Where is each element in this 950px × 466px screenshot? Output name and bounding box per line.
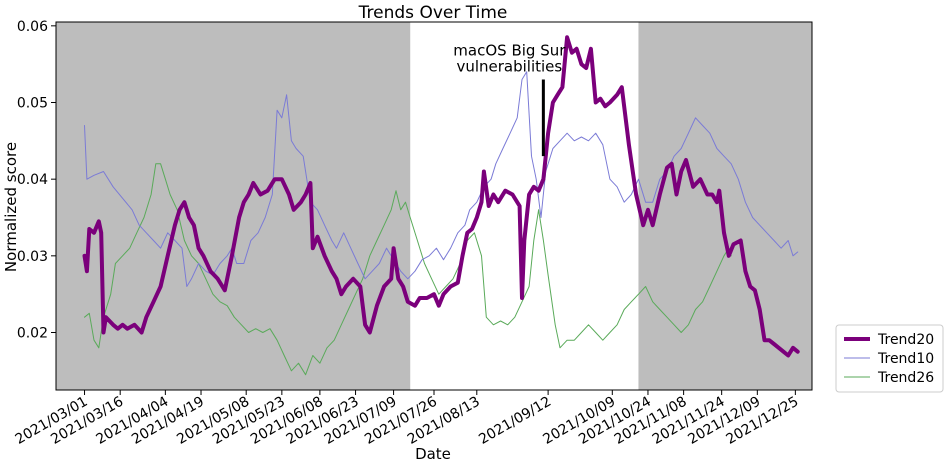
legend-label-trend20: Trend20 <box>877 332 934 348</box>
annotation: macOS Big Sur vulnerabilities <box>453 42 566 157</box>
legend-label-trend10: Trend10 <box>877 351 934 367</box>
chart-title: Trends Over Time <box>358 3 508 23</box>
y-axis-title: Normalized score <box>2 142 20 272</box>
x-axis-title: Date <box>415 445 451 463</box>
y-tick-label: 0.02 <box>17 326 48 342</box>
x-tick-label: 2021/09/12 <box>476 394 554 448</box>
legend-box <box>835 324 944 393</box>
shaded-regions <box>56 22 812 390</box>
legend-label-trend26: Trend26 <box>877 370 934 386</box>
annotation-label-line: macOS Big Sur <box>453 42 566 60</box>
y-tick-label: 0.06 <box>17 19 48 35</box>
y-tick-label: 0.03 <box>17 249 48 265</box>
series-line-trend20 <box>82 35 800 358</box>
legend: Trend20 Trend10 Trend26 <box>835 324 944 393</box>
y-axis: 0.02 0.03 0.04 0.05 0.06 <box>17 19 56 342</box>
shaded-region-2 <box>638 22 812 390</box>
y-tick-label: 0.05 <box>17 96 48 112</box>
series-line-trend26 <box>84 163 732 376</box>
shaded-region-1 <box>56 22 411 390</box>
annotation-label: macOS Big Sur vulnerabilities <box>453 42 566 76</box>
x-axis: 2021/03/012021/03/162021/04/042021/04/19… <box>13 390 801 448</box>
annotation-label-line: vulnerabilities <box>456 58 562 76</box>
y-tick-label: 0.04 <box>17 172 48 188</box>
series-lines <box>82 35 800 376</box>
